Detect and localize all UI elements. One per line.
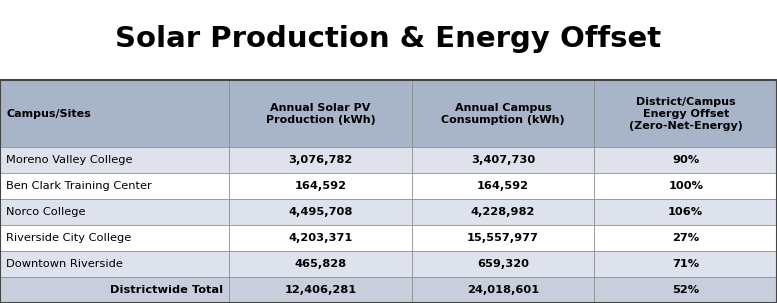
Text: Ben Clark Training Center: Ben Clark Training Center — [6, 181, 152, 191]
Text: 3,407,730: 3,407,730 — [471, 155, 535, 165]
Text: Annual Solar PV
Production (kWh): Annual Solar PV Production (kWh) — [266, 103, 375, 125]
Text: 106%: 106% — [668, 207, 703, 217]
Bar — [0, 225, 229, 251]
Bar — [594, 277, 777, 303]
Text: Annual Campus
Consumption (kWh): Annual Campus Consumption (kWh) — [441, 103, 565, 125]
Text: Norco College: Norco College — [6, 207, 85, 217]
Text: Districtwide Total: Districtwide Total — [110, 285, 223, 295]
Bar — [0, 251, 229, 277]
Bar — [229, 147, 412, 173]
Bar — [412, 225, 594, 251]
Text: 15,557,977: 15,557,977 — [467, 233, 539, 243]
Bar — [412, 173, 594, 199]
Bar — [0, 80, 777, 303]
Bar — [412, 277, 594, 303]
Bar — [0, 147, 229, 173]
Bar — [412, 80, 594, 147]
Bar — [0, 80, 229, 147]
Bar — [229, 173, 412, 199]
Text: Solar Production & Energy Offset: Solar Production & Energy Offset — [116, 25, 661, 52]
Bar — [594, 225, 777, 251]
Text: 4,495,708: 4,495,708 — [288, 207, 353, 217]
Text: Campus/Sites: Campus/Sites — [6, 109, 91, 119]
Bar — [229, 80, 412, 147]
Bar — [412, 147, 594, 173]
Text: 3,076,782: 3,076,782 — [288, 155, 353, 165]
Text: 465,828: 465,828 — [294, 259, 347, 269]
Text: 71%: 71% — [672, 259, 699, 269]
Bar — [0, 173, 229, 199]
Bar — [594, 147, 777, 173]
Text: Riverside City College: Riverside City College — [6, 233, 131, 243]
Bar — [412, 251, 594, 277]
Text: 24,018,601: 24,018,601 — [467, 285, 539, 295]
Bar — [594, 251, 777, 277]
Text: District/Campus
Energy Offset
(Zero-Net-Energy): District/Campus Energy Offset (Zero-Net-… — [629, 97, 743, 131]
Bar — [229, 251, 412, 277]
Text: 100%: 100% — [668, 181, 703, 191]
Text: 164,592: 164,592 — [294, 181, 347, 191]
Bar — [0, 277, 229, 303]
Text: 27%: 27% — [672, 233, 699, 243]
Text: 164,592: 164,592 — [477, 181, 529, 191]
Bar — [229, 199, 412, 225]
Text: Downtown Riverside: Downtown Riverside — [6, 259, 123, 269]
Text: 4,228,982: 4,228,982 — [471, 207, 535, 217]
Text: 659,320: 659,320 — [477, 259, 529, 269]
Text: 90%: 90% — [672, 155, 699, 165]
Text: Moreno Valley College: Moreno Valley College — [6, 155, 133, 165]
Bar — [412, 199, 594, 225]
Bar — [0, 199, 229, 225]
Bar — [229, 225, 412, 251]
Bar — [594, 173, 777, 199]
Bar — [594, 80, 777, 147]
Text: 52%: 52% — [672, 285, 699, 295]
Text: 12,406,281: 12,406,281 — [284, 285, 357, 295]
Bar — [594, 199, 777, 225]
Bar — [229, 277, 412, 303]
Text: 4,203,371: 4,203,371 — [288, 233, 353, 243]
